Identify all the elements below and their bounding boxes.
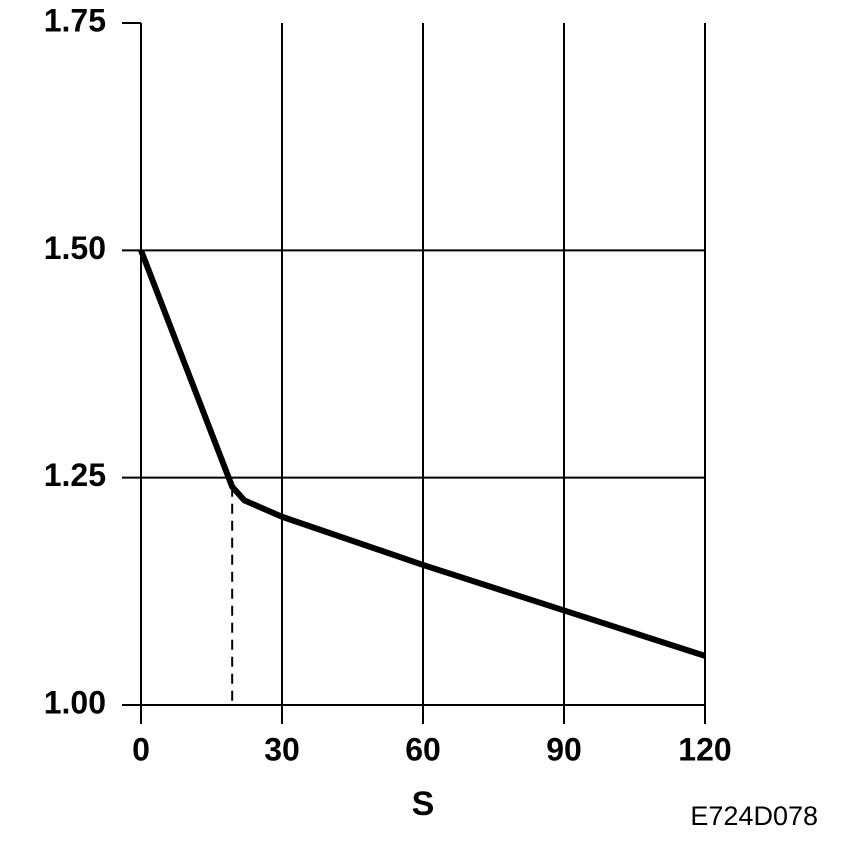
line: [138, 249, 706, 659]
x-tick-label: 120: [678, 731, 731, 767]
annotation: E724D078: [690, 801, 818, 831]
x-tick-label: 30: [264, 731, 300, 767]
y-tick-label: 1.00: [44, 684, 106, 720]
y-tick-label: 1.25: [44, 457, 106, 493]
x-tick-label: 0: [132, 731, 150, 767]
x-tick-label: 90: [546, 731, 582, 767]
x-axis-label: S: [412, 785, 435, 823]
y-tick-label: 1.75: [44, 2, 106, 38]
x-tick-label: 60: [405, 731, 441, 767]
y-tick-label: 1.50: [44, 230, 106, 266]
